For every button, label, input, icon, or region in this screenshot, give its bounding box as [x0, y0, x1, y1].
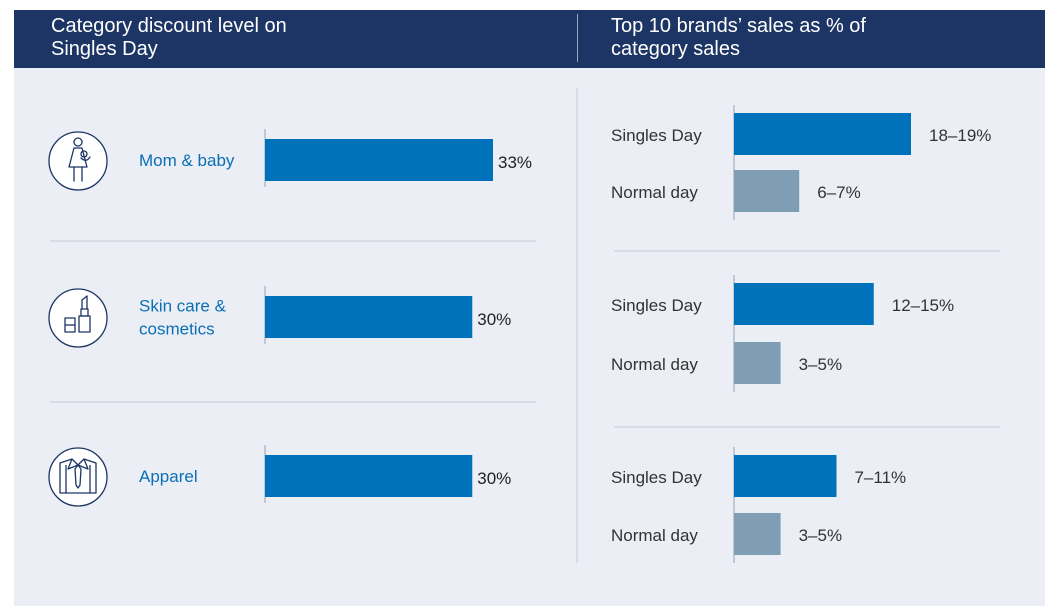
bar-category-label: Singles Day [611, 126, 702, 145]
brand-share-group: Singles Day 7–11% Normal day 3–5% [611, 447, 906, 563]
bar-category-label: Singles Day [611, 296, 702, 315]
value-label: 30% [477, 469, 511, 488]
bar [734, 113, 911, 155]
value-label: 3–5% [799, 355, 842, 374]
value-label: 33% [498, 153, 532, 172]
icon-circle [48, 288, 108, 348]
discount-row: Apparel 30% [48, 445, 511, 507]
lipstick-icon [64, 295, 91, 333]
discount-row: Mom & baby 33% [48, 129, 532, 191]
value-label: 3–5% [799, 526, 842, 545]
bar-category-label: Normal day [611, 183, 698, 202]
brand-share-group: Singles Day 18–19% Normal day 6–7% [611, 105, 991, 220]
value-label: 6–7% [817, 183, 860, 202]
header-bar [14, 10, 1045, 68]
bar [734, 283, 874, 325]
header-divider [577, 14, 578, 62]
mother-baby-icon [68, 137, 91, 182]
bar-category-label: Normal day [611, 355, 698, 374]
bar [265, 139, 493, 181]
brand-share-group: Singles Day 12–15% Normal day 3–5% [611, 275, 954, 392]
bar [734, 342, 781, 384]
icon-circle [48, 131, 108, 191]
icon-circle [48, 447, 108, 507]
bar [734, 513, 781, 555]
bar [265, 455, 473, 497]
category-label: Skin care & cosmetics [139, 297, 227, 339]
bar [734, 455, 837, 497]
value-label: 7–11% [854, 468, 906, 487]
right-panel-title: Top 10 brands’ sales as % of category sa… [611, 15, 866, 60]
value-label: 30% [477, 310, 511, 329]
discount-row: Skin care & cosmetics 30% [48, 286, 511, 348]
bar [734, 170, 800, 212]
value-label: 12–15% [892, 296, 954, 315]
category-label: Mom & baby [139, 151, 235, 170]
left-panel-title: Category discount level on Singles Day [51, 15, 287, 60]
bar-category-label: Normal day [611, 526, 698, 545]
bar-category-label: Singles Day [611, 468, 702, 487]
category-label: Apparel [139, 467, 198, 486]
value-label: 18–19% [929, 126, 991, 145]
shirt-tie-icon [59, 458, 97, 494]
bar [265, 296, 473, 338]
